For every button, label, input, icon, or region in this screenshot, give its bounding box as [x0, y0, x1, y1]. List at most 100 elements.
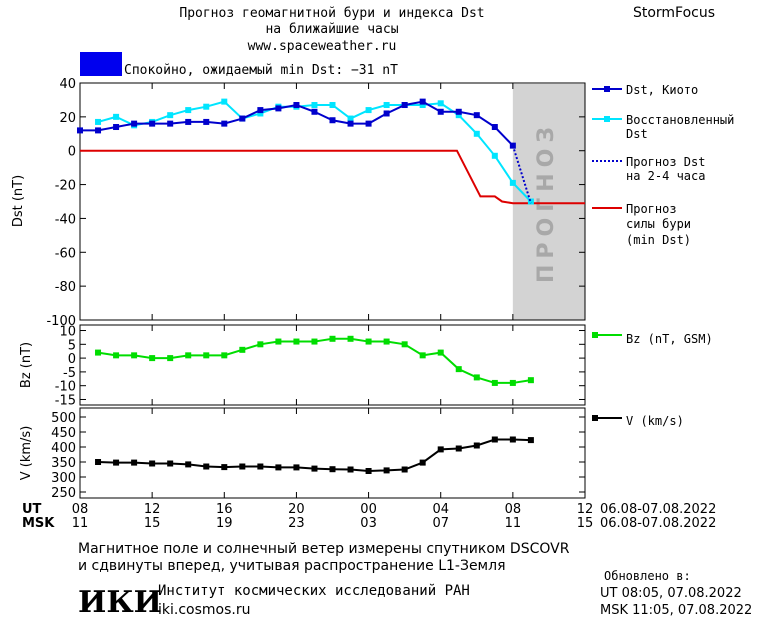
- data-point: [365, 120, 372, 127]
- site-url[interactable]: www.spaceweather.ru: [248, 39, 397, 54]
- data-point: [509, 142, 516, 149]
- y-tick-label: 250: [51, 486, 76, 501]
- data-point: [95, 118, 102, 125]
- iki-logo: ИКИ: [78, 585, 162, 620]
- legend-restored-1: Восстановленный: [626, 113, 734, 127]
- data-point: [455, 366, 462, 373]
- y-tick-label: 350: [51, 456, 76, 471]
- ut-row-label: UT: [22, 502, 42, 517]
- data-point: [149, 460, 156, 467]
- data-point: [311, 338, 318, 345]
- data-point: [113, 124, 120, 131]
- data-point: [293, 102, 300, 109]
- data-point: [491, 379, 498, 386]
- data-point: [131, 459, 138, 466]
- institute-site[interactable]: iki.cosmos.ru: [158, 602, 250, 618]
- data-point: [419, 102, 426, 109]
- data-point: [491, 436, 498, 443]
- x-tick-label-ut: 08: [72, 502, 89, 517]
- data-point: [347, 120, 354, 127]
- brand-name: StormFocus: [633, 5, 715, 21]
- legend-bz: Bz (nT, GSM): [626, 332, 713, 346]
- data-point: [203, 118, 210, 125]
- status-color-swatch: [80, 52, 122, 76]
- data-point: [113, 352, 120, 359]
- legend-restored-marker: [604, 116, 610, 122]
- logo-text: ИКИ: [78, 585, 162, 620]
- y-tick-label: -80: [55, 280, 76, 295]
- footer-note-line2: и сдвинуты вперед, учитывая распростране…: [78, 558, 506, 574]
- y-tick-label: -15: [55, 393, 76, 408]
- data-point: [509, 379, 516, 386]
- data-point: [311, 108, 318, 115]
- y-tick-label: 400: [51, 441, 76, 456]
- data-point: [383, 338, 390, 345]
- x-tick-label-msk: 11: [72, 516, 89, 531]
- bz-axis-label: Bz (nT): [19, 342, 34, 388]
- y-tick-label: -5: [63, 366, 76, 381]
- legend-forecast-2: на 2-4 часа: [626, 169, 705, 183]
- data-point: [293, 464, 300, 471]
- data-point: [401, 341, 408, 348]
- data-point: [275, 464, 282, 471]
- data-point: [257, 110, 264, 117]
- y-tick-label: 450: [51, 426, 76, 441]
- y-tick-label: 0: [68, 352, 76, 367]
- data-point: [473, 130, 480, 137]
- data-point: [257, 341, 264, 348]
- y-tick-label: 5: [68, 338, 76, 353]
- data-point: [365, 468, 372, 474]
- y-tick-label: 500: [51, 411, 76, 426]
- data-point: [365, 107, 372, 114]
- dst-panel-border: [79, 82, 586, 321]
- legend-dst-kyoto: Dst, Киото: [626, 83, 698, 97]
- y-tick-label: 300: [51, 471, 76, 486]
- data-point: [95, 127, 102, 134]
- data-point: [509, 179, 516, 186]
- data-point: [113, 459, 120, 466]
- x-tick-label-msk: 15: [577, 516, 594, 531]
- data-point: [239, 346, 246, 353]
- data-point: [329, 335, 336, 342]
- y-tick-label: -40: [55, 212, 76, 227]
- data-point: [275, 338, 282, 345]
- y-tick-label: -100: [46, 314, 76, 329]
- x-tick-label-msk: 19: [216, 516, 233, 531]
- data-point: [221, 352, 228, 359]
- updated-msk: MSK 11:05, 07.08.2022: [600, 603, 752, 618]
- legend-v-marker: [592, 415, 598, 421]
- data-point: [149, 120, 156, 127]
- data-point: [491, 124, 498, 131]
- dst-axis-label: Dst (nT): [11, 175, 26, 227]
- series-line: [80, 149, 585, 205]
- data-point: [257, 463, 264, 470]
- msk-row-label: MSK: [22, 516, 55, 531]
- data-point: [293, 338, 300, 345]
- y-tick-label: 10: [59, 325, 76, 340]
- data-point: [527, 198, 534, 205]
- data-point: [401, 102, 408, 109]
- footer-note-line1: Магнитное поле и солнечный ветер измерен…: [78, 541, 570, 557]
- data-point: [257, 107, 264, 114]
- data-point: [383, 102, 390, 109]
- data-point: [95, 459, 102, 465]
- v-panel-frame: [79, 407, 586, 499]
- legend-forecast-1: Прогноз Dst: [626, 155, 705, 169]
- x-tick-label-msk: 07: [432, 516, 449, 531]
- legend-restored-2: Dst: [626, 127, 648, 141]
- series-line: [97, 337, 532, 384]
- page-title-line2: на ближайшие часы: [265, 22, 398, 37]
- data-point: [437, 446, 444, 453]
- data-point: [347, 466, 354, 473]
- y-tick-label: -20: [55, 179, 76, 194]
- data-point: [383, 467, 390, 474]
- data-point: [239, 463, 246, 470]
- legend-storm-3: (min Dst): [626, 233, 691, 247]
- x-tick-label-ut: 08: [505, 502, 522, 517]
- data-point: [419, 98, 426, 105]
- data-point: [329, 117, 336, 124]
- data-point: [455, 445, 462, 452]
- x-tick-label-ut: 12: [144, 502, 161, 517]
- x-tick-label-ut: 20: [288, 502, 305, 517]
